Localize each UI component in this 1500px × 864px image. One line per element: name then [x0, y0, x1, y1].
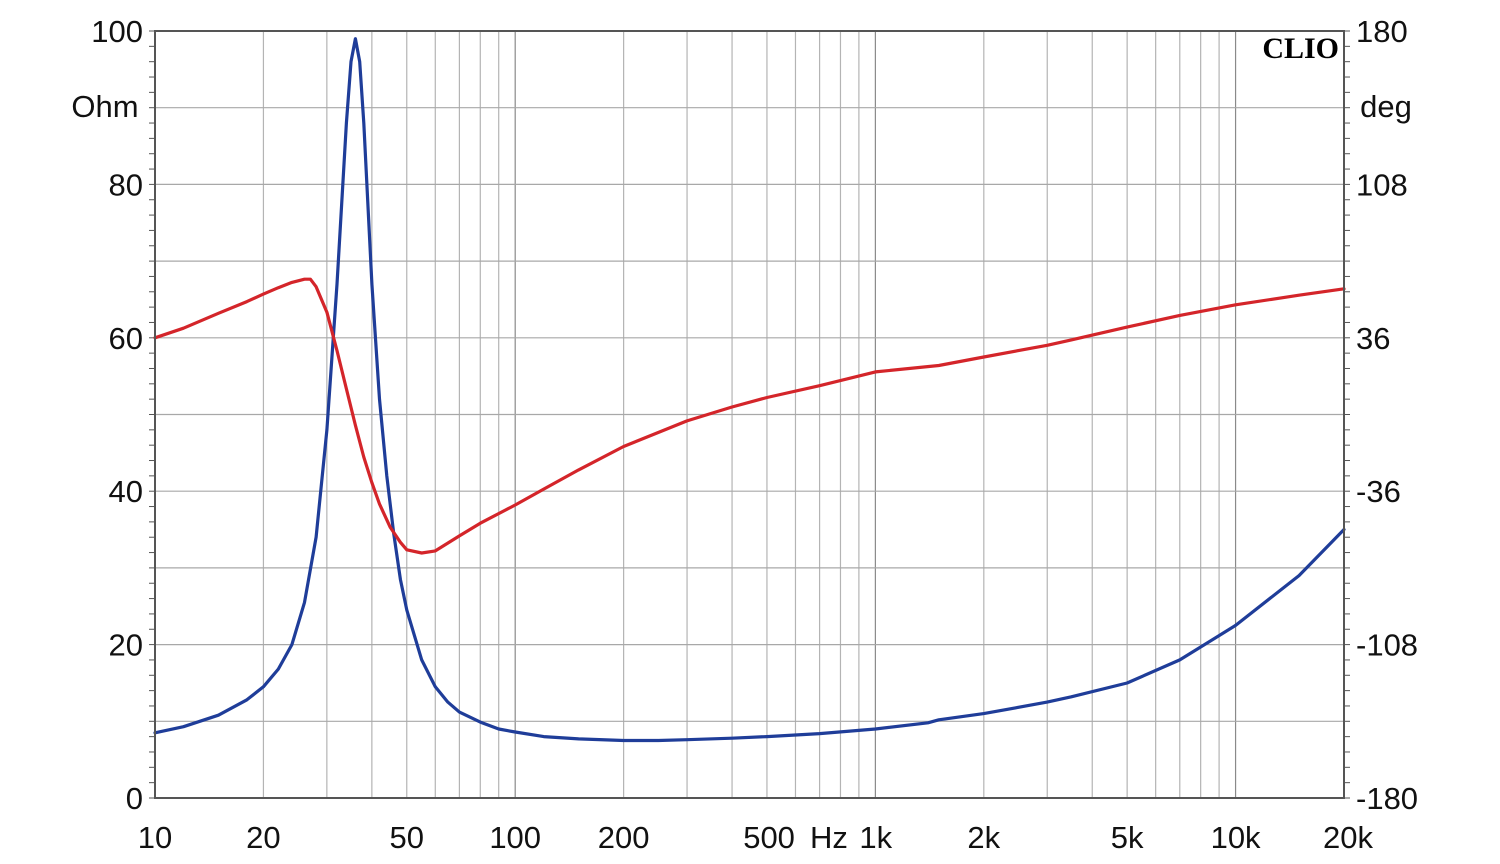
right-axis-label: deg — [1360, 89, 1412, 124]
right-tick-label: 108 — [1356, 167, 1408, 202]
right-tick-label: -36 — [1356, 474, 1401, 509]
x-tick-label: 100 — [489, 820, 541, 855]
x-tick-label: 20k — [1323, 820, 1373, 855]
x-tick-label: 500 — [743, 820, 795, 855]
x-unit-label: Hz — [810, 820, 848, 855]
left-tick-label: 100 — [91, 14, 143, 49]
x-tick-label: 2k — [967, 820, 1000, 855]
left-tick-label: 20 — [109, 628, 143, 663]
right-tick-label: 36 — [1356, 321, 1390, 356]
x-tick-label: 20 — [246, 820, 280, 855]
left-axis-label: Ohm — [71, 89, 138, 124]
right-tick-label: 180 — [1356, 14, 1408, 49]
right-tick-label: -180 — [1356, 781, 1418, 816]
series-layer — [153, 37, 1346, 743]
grid — [149, 30, 1350, 799]
plot-frame — [154, 30, 1345, 799]
left-tick-label: 40 — [109, 474, 143, 509]
axis-labels: Ohm deg CLIO Hz — [71, 32, 1411, 855]
clio-brand-label: CLIO — [1262, 32, 1339, 65]
x-tick-label: 5k — [1111, 820, 1144, 855]
x-tick-label: 50 — [390, 820, 424, 855]
x-tick-label: 10k — [1211, 820, 1261, 855]
series-line-phase — [153, 277, 1346, 555]
series-line-impedance — [153, 37, 1346, 743]
left-tick-label: 80 — [109, 167, 143, 202]
left-tick-label: 60 — [109, 321, 143, 356]
right-tick-label: -108 — [1356, 628, 1418, 663]
x-tick-label: 1k — [859, 820, 892, 855]
x-tick-label: 200 — [598, 820, 650, 855]
x-tick-label: 10 — [138, 820, 172, 855]
left-tick-label: 0 — [126, 781, 143, 816]
tick-labels: 0 20 40 60 80 100 -180 -108 -36 36 108 180 10 20 50 100… — [91, 14, 1418, 855]
